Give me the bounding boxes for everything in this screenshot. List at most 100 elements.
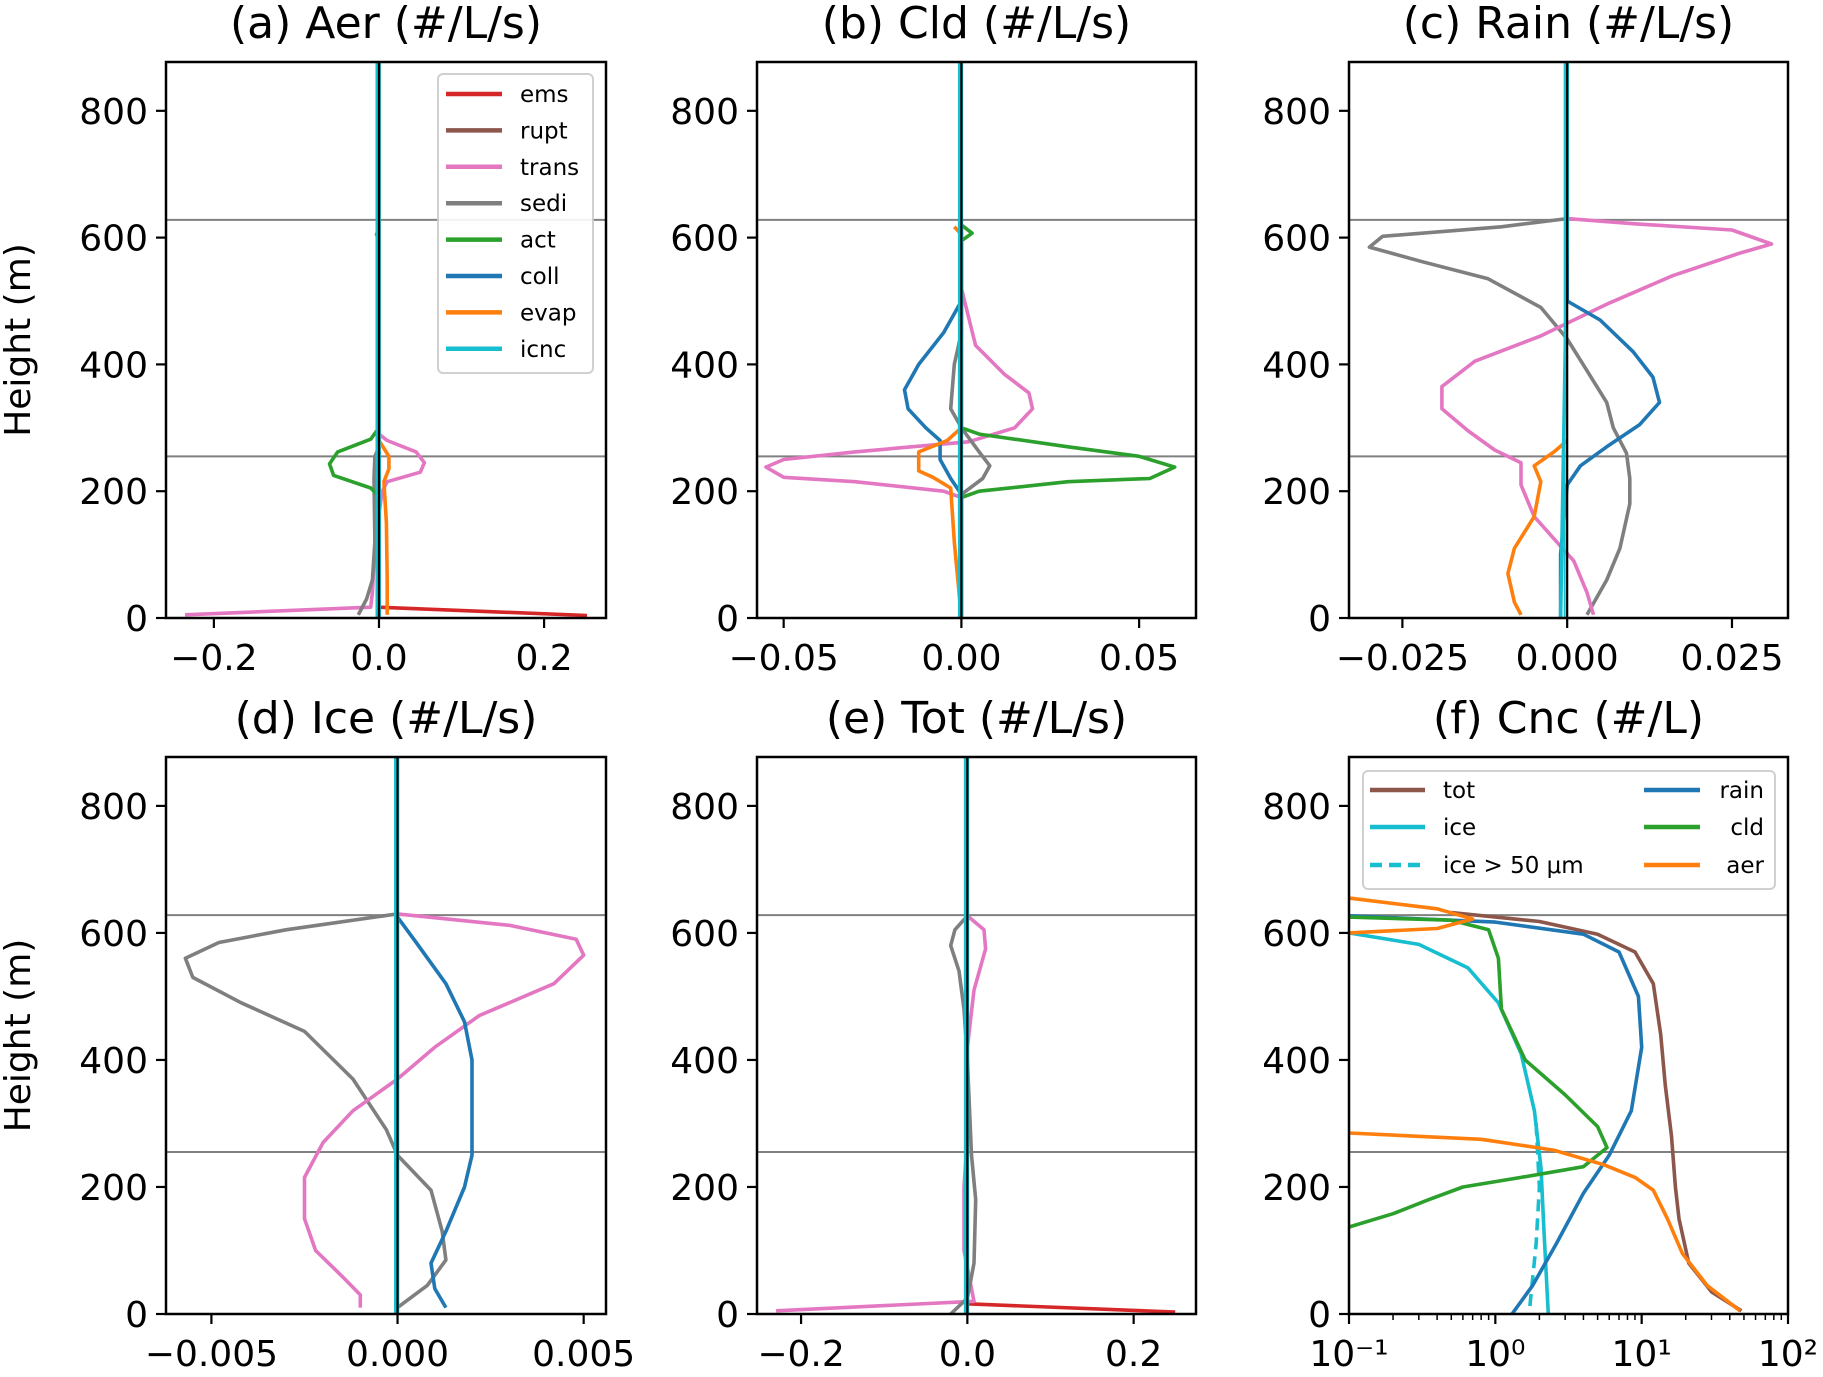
x-tick-label: 10¹ (1612, 1334, 1672, 1375)
legend-label: coll (520, 264, 560, 290)
y-axis-label: Height (m) (0, 243, 39, 437)
series-trans (776, 914, 988, 1313)
panel-title: (c) Rain (#/L/s) (1403, 0, 1734, 49)
legend-label: cld (1730, 815, 1764, 841)
series-act (327, 62, 381, 618)
panel-title: (a) Aer (#/L/s) (230, 0, 542, 49)
y-tick-label: 800 (670, 787, 739, 828)
x-tick-label: 0.0 (350, 638, 407, 679)
y-tick-label: 200 (1262, 472, 1331, 513)
y-tick-label: 400 (670, 1041, 739, 1082)
panel-title: (e) Tot (#/L/s) (826, 693, 1127, 744)
series-coll (902, 231, 964, 618)
y-tick-label: 800 (670, 92, 739, 133)
y-tick-label: 0 (1308, 1295, 1331, 1336)
x-tick-label: 0.2 (1105, 1334, 1162, 1375)
y-tick-label: 800 (79, 92, 148, 133)
legend-label: evap (520, 300, 576, 326)
series-ice (1349, 931, 1551, 1314)
y-tick-label: 400 (79, 1041, 148, 1082)
legend-label: aer (1726, 853, 1764, 879)
legend-label: ice (1443, 815, 1476, 841)
y-tick-label: 0 (716, 1295, 739, 1336)
x-tick-label: 0.00 (921, 638, 1001, 679)
y-tick-label: 800 (1262, 92, 1331, 133)
series-ice-50-m (1527, 1123, 1542, 1314)
panel-b: 0 200 400 600 800 −0.05 0.00 0.05 (b) Cld (#/L/s… (670, 0, 1198, 679)
legend-label: tot (1443, 778, 1475, 804)
y-tick-label: 200 (670, 1168, 739, 1209)
legend-label: rain (1719, 778, 1764, 804)
series-sedi (183, 912, 448, 1310)
plot-area (757, 757, 1196, 1314)
legend: tot ice ice > 50 μm rain cld aer (1362, 770, 1776, 890)
x-tick-label: −0.2 (170, 638, 257, 679)
legend-box (437, 73, 594, 374)
y-tick-label: 200 (670, 472, 739, 513)
series-evap (1506, 439, 1569, 616)
series-evap (916, 225, 964, 618)
panel-e: 0 200 400 600 800 −0.2 0.0 0.2 (e) Tot (#/L/s) (670, 693, 1198, 1375)
series-act (959, 223, 1177, 618)
series-aer (1349, 896, 1742, 1313)
x-tick-label: 0.000 (1516, 638, 1619, 679)
panel-d: 0 200 400 600 800 −0.005 0.000 0.005 (d) Ice (#/… (0, 693, 635, 1375)
y-tick-label: 0 (1308, 599, 1331, 640)
series-sedi (1367, 216, 1632, 616)
legend-label: ems (520, 82, 569, 108)
y-tick-label: 400 (79, 345, 148, 386)
x-tick-label: 0.05 (1099, 638, 1179, 679)
series-tot (1451, 910, 1743, 1313)
axes-frame (755, 755, 1198, 1316)
panel-title: (f) Cnc (#/L) (1433, 693, 1704, 744)
y-tick-label: 800 (79, 787, 148, 828)
axes-frame (164, 755, 608, 1316)
series-trans (764, 224, 1035, 618)
series-trans (302, 912, 586, 1308)
y-tick-label: 200 (79, 472, 148, 513)
x-tick-label: −0.005 (145, 1334, 278, 1375)
legend-label: rupt (520, 118, 568, 144)
plot-area (166, 62, 606, 618)
y-tick-label: 0 (125, 599, 148, 640)
x-tick-label: 10⁻¹ (1309, 1334, 1388, 1375)
legend-label: ice > 50 μm (1443, 853, 1584, 879)
panel-c: 0 200 400 600 800 −0.025 0.000 0.025 (c) Rain (#… (1262, 0, 1790, 679)
y-tick-label: 600 (670, 914, 739, 955)
axes-frame (1347, 60, 1790, 620)
plot-area (1349, 62, 1788, 618)
y-tick-label: 600 (79, 914, 148, 955)
x-tick-label: 0.0 (939, 1334, 996, 1375)
panel-title: (d) Ice (#/L/s) (235, 693, 538, 744)
y-tick-label: 0 (716, 599, 739, 640)
plot-area (757, 62, 1196, 618)
legend-label: sedi (520, 191, 567, 217)
x-tick-label: 10² (1758, 1334, 1818, 1375)
axes-frame (1347, 755, 1790, 1316)
panel-f: 0 200 400 600 800 10⁻¹ 10⁰ 10¹ 10² (f) Cnc (#/L) t… (1262, 693, 1818, 1375)
legend-label: icnc (520, 337, 566, 363)
panel-a: 0 200 400 600 800 −0.2 0.0 0.2 (a) Aer (#/L/s) He… (0, 0, 608, 679)
series-trans (184, 62, 427, 617)
x-tick-label: 0.025 (1680, 638, 1783, 679)
y-tick-label: 600 (670, 219, 739, 260)
series-coll (396, 916, 474, 1309)
x-tick-label: 0.2 (515, 638, 572, 679)
x-tick-label: 0.000 (346, 1334, 449, 1375)
series-trans (1440, 216, 1774, 616)
x-tick-label: −0.2 (757, 1334, 844, 1375)
y-tick-label: 600 (79, 219, 148, 260)
y-tick-label: 0 (125, 1295, 148, 1336)
axes-frame (755, 60, 1198, 620)
axes-frame (164, 60, 608, 620)
plot-area (166, 757, 606, 1314)
series-sedi (948, 237, 992, 618)
x-tick-label: −0.05 (728, 638, 838, 679)
y-tick-label: 800 (1262, 787, 1331, 828)
x-tick-label: 0.005 (532, 1334, 635, 1375)
y-tick-label: 600 (1262, 219, 1331, 260)
y-tick-label: 200 (1262, 1168, 1331, 1209)
x-tick-label: 10⁰ (1465, 1334, 1525, 1375)
series-rain (1349, 914, 1644, 1314)
